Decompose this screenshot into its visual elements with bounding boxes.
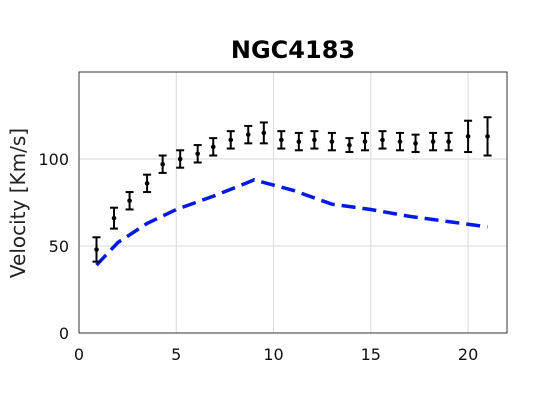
- grid-lines: [79, 72, 507, 333]
- data-point: [160, 161, 165, 167]
- error-bar: [327, 131, 336, 152]
- error-bar: [411, 133, 420, 154]
- data-point: [329, 139, 335, 144]
- chart-title: NGC4183: [231, 36, 355, 64]
- data-point: [430, 139, 436, 144]
- x-tick-label: 15: [361, 345, 381, 364]
- error-bar: [429, 131, 438, 152]
- data-point: [94, 247, 99, 252]
- error-bar: [193, 144, 202, 164]
- data-point: [380, 137, 385, 143]
- data-point: [177, 156, 183, 162]
- model-curve-line: [95, 178, 488, 267]
- data-point: [111, 215, 117, 221]
- data-point: [312, 137, 317, 143]
- y-tick-label: 100: [38, 150, 69, 169]
- tick-labels: 0 5 10 15 20 0 50 100: [38, 150, 478, 364]
- x-tick-label: 5: [171, 345, 181, 364]
- error-bar: [226, 130, 235, 150]
- error-bar: [464, 119, 473, 154]
- plot-frame: [78, 71, 508, 334]
- error-bar: [158, 154, 167, 174]
- x-tick-label: 10: [263, 345, 283, 364]
- data-point: [362, 139, 368, 144]
- error-bar: [360, 131, 369, 152]
- x-tick-label: 0: [74, 345, 84, 364]
- y-tick-label: 0: [59, 324, 69, 343]
- data-point: [210, 144, 216, 150]
- error-bar: [176, 149, 185, 169]
- data-point: [397, 139, 403, 144]
- error-bar: [444, 131, 453, 152]
- x-tick-label: 20: [458, 345, 478, 364]
- data-point: [413, 141, 418, 146]
- error-bar: [345, 137, 354, 154]
- error-bar: [259, 121, 268, 145]
- data-point: [485, 134, 490, 139]
- data-point: [446, 139, 451, 144]
- error-bar: [143, 173, 152, 194]
- error-bar: [92, 236, 101, 263]
- data-point: [245, 132, 251, 137]
- error-bar: [209, 137, 218, 157]
- error-bar: [378, 130, 387, 150]
- data-point: [279, 137, 284, 143]
- y-tick-label: 50: [49, 237, 69, 256]
- error-bar: [294, 131, 303, 152]
- data-point: [127, 198, 132, 204]
- data-point: [261, 130, 267, 136]
- error-bar: [244, 124, 253, 145]
- data-point: [195, 151, 200, 157]
- data-point: [296, 139, 302, 144]
- error-bar: [277, 130, 286, 150]
- error-bar: [483, 116, 492, 157]
- data-point: [465, 134, 471, 139]
- error-bar: [125, 191, 134, 211]
- error-bar: [110, 206, 119, 230]
- error-bar: [396, 131, 404, 152]
- y-axis-label: Velocity [Km/s]: [6, 128, 30, 278]
- data-point: [144, 181, 150, 186]
- observed-series: [92, 116, 492, 263]
- model-series: [95, 178, 488, 267]
- error-bar: [310, 130, 319, 150]
- data-point: [228, 137, 234, 143]
- data-point: [347, 142, 352, 148]
